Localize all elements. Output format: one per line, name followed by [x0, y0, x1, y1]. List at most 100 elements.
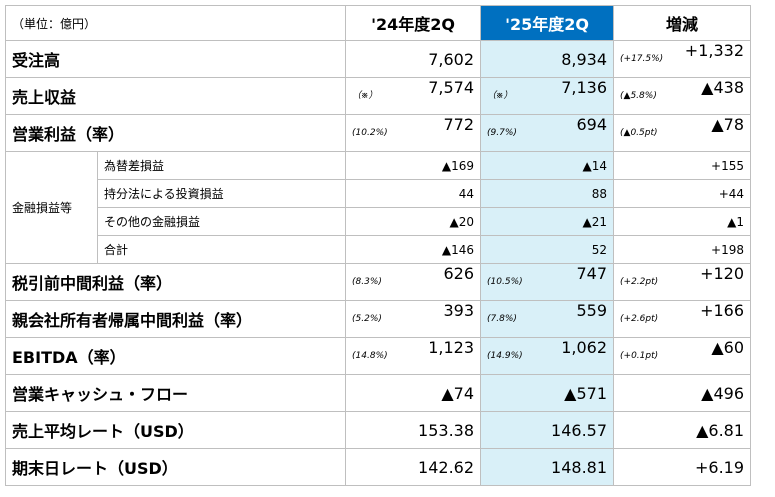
- value: +6.19: [694, 457, 745, 477]
- row: 売上平均レート（USD） 153.38 146.57 ▲6.81: [4, 411, 752, 449]
- col-header: 増減: [613, 5, 752, 41]
- value: 1,123: [428, 338, 475, 358]
- value-cell: (8.3%) 626: [345, 263, 482, 301]
- value-cell: 7,602: [345, 40, 482, 78]
- value: 88: [591, 186, 608, 201]
- row: EBITDA（率） (14.8%) 1,123 (14.9%) 1,062 (+0.1pt…: [4, 337, 752, 375]
- row-label: 期末日レート（USD）: [4, 448, 347, 486]
- note: (▲0.5pt): [620, 128, 658, 138]
- value: ▲146: [441, 242, 475, 257]
- value-cell: ▲496: [613, 374, 752, 412]
- sub-row: 合計 ▲146 52 +198: [6, 235, 752, 264]
- note: (14.9%): [487, 351, 523, 361]
- value: 626: [443, 264, 475, 284]
- value-cell: ▲1: [613, 207, 752, 236]
- group-label: 金融損益等: [5, 151, 98, 264]
- value-cell: +198: [613, 235, 752, 264]
- sub-row: 金融損益等 為替差損益 ▲169 ▲14 +155: [5, 151, 752, 264]
- value: +120: [700, 264, 745, 284]
- value-cell: ▲14: [480, 151, 615, 180]
- value-cell: +155: [613, 151, 752, 180]
- value: 7,574: [428, 78, 475, 98]
- sub-label: その他の金融損益: [96, 207, 347, 236]
- value: ▲571: [564, 383, 608, 403]
- value-cell: (+17.5%) +1,332: [613, 40, 752, 78]
- value: ▲20: [449, 214, 475, 229]
- note: (7.8%): [487, 314, 517, 324]
- value-cell: ▲6.81: [613, 411, 752, 449]
- note: (+2.2pt): [620, 277, 659, 287]
- value: ▲1: [727, 214, 745, 229]
- value-cell: ▲146: [345, 235, 482, 264]
- note: (5.2%): [352, 314, 382, 324]
- value-cell: ▲20: [345, 207, 482, 236]
- value: 146.57: [551, 420, 608, 440]
- value-cell: (7.8%) 559: [480, 300, 615, 338]
- value: +44: [718, 186, 745, 201]
- row: 期末日レート（USD） 142.62 148.81 +6.19: [4, 448, 752, 486]
- value: 142.62: [418, 457, 475, 477]
- value: 1,062: [561, 338, 608, 358]
- value: 148.81: [551, 457, 608, 477]
- header-row: （単位：億円） '24年度2Q '25年度2Q 増減: [4, 5, 752, 41]
- value: ▲21: [582, 214, 608, 229]
- note: (+2.6pt): [620, 314, 659, 324]
- value-cell: (10.5%) 747: [480, 263, 615, 301]
- value-cell: (▲5.8%) ▲438: [613, 77, 752, 115]
- value-cell: 88: [480, 179, 615, 208]
- value: ▲496: [701, 383, 745, 403]
- value: 772: [443, 115, 475, 135]
- value-cell: ▲571: [480, 374, 615, 412]
- value-cell: 146.57: [480, 411, 615, 449]
- value: 393: [443, 301, 475, 321]
- value-cell: 148.81: [480, 448, 615, 486]
- row-label: 受注高: [4, 40, 347, 78]
- value-cell: 8,934: [480, 40, 615, 78]
- col-header: '25年度2Q: [480, 5, 615, 41]
- row-label: 営業利益（率）: [4, 114, 347, 152]
- value: 52: [591, 242, 608, 257]
- value: 747: [576, 264, 608, 284]
- value-cell: 44: [345, 179, 482, 208]
- table-body: （単位：億円） '24年度2Q '25年度2Q 増減 受注高 7,602 8,934…: [4, 5, 752, 486]
- value: +166: [700, 301, 745, 321]
- value-cell: +6.19: [613, 448, 752, 486]
- row: 親会社所有者帰属中間利益（率） (5.2%) 393 (7.8%) 559 (+2.6pt…: [4, 300, 752, 338]
- value: 44: [458, 186, 475, 201]
- value: ▲78: [711, 115, 745, 135]
- value-cell: 153.38: [345, 411, 482, 449]
- row: 営業キャッシュ・フロー ▲74 ▲571 ▲496: [4, 374, 752, 412]
- value-cell: +44: [613, 179, 752, 208]
- unit: （単位：億円）: [4, 5, 347, 41]
- value-cell: 52: [480, 235, 615, 264]
- sub-row: 持分法による投資損益 44 88 +44: [6, 179, 752, 208]
- value: ▲438: [701, 78, 745, 98]
- value-cell: ▲21: [480, 207, 615, 236]
- value: +155: [711, 158, 745, 173]
- value: 7,602: [428, 49, 475, 69]
- note: （※）: [352, 91, 378, 101]
- value-cell: (14.9%) 1,062: [480, 337, 615, 375]
- value: ▲169: [441, 158, 475, 173]
- value-cell: (▲0.5pt) ▲78: [613, 114, 752, 152]
- note: (9.7%): [487, 128, 517, 138]
- value-cell: (14.8%) 1,123: [345, 337, 482, 375]
- row: 営業利益（率） (10.2%) 772 (9.7%) 694 (▲0.5pt) ▲78: [4, 114, 752, 152]
- value-cell: （※） 7,574: [345, 77, 482, 115]
- value-cell: (+2.2pt) +120: [613, 263, 752, 301]
- row: 売上収益 （※） 7,574 （※） 7,136 (▲5.8%) ▲438: [4, 77, 752, 115]
- row-label: 営業キャッシュ・フロー: [4, 374, 347, 412]
- value: ▲60: [711, 338, 745, 358]
- note: （※）: [487, 91, 513, 101]
- note: (10.5%): [487, 277, 523, 287]
- row: 受注高 7,602 8,934 (+17.5%) +1,332: [4, 40, 752, 78]
- note: (10.2%): [352, 128, 388, 138]
- value: 8,934: [561, 49, 608, 69]
- value: 559: [576, 301, 608, 321]
- row-label: EBITDA（率）: [4, 337, 347, 375]
- sub-label: 為替差損益: [96, 151, 347, 180]
- note: (8.3%): [352, 277, 382, 287]
- value-cell: (+2.6pt) +166: [613, 300, 752, 338]
- row-label: 税引前中間利益（率）: [4, 263, 347, 301]
